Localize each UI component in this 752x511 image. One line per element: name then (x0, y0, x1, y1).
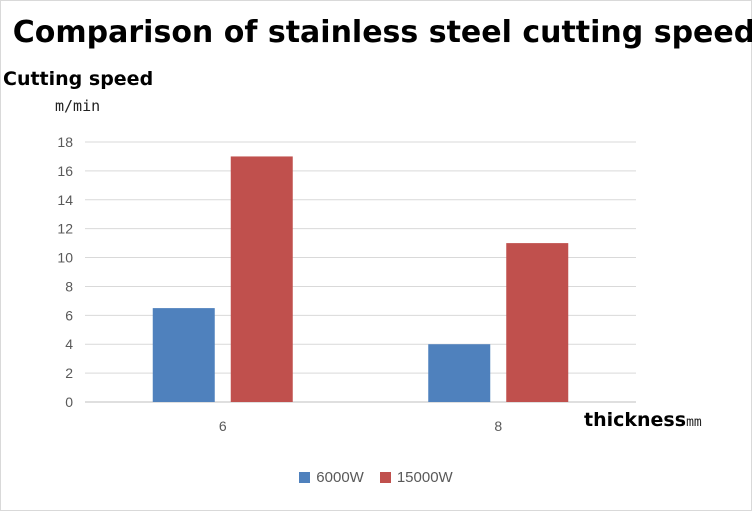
bar-6000w-6 (152, 308, 215, 402)
x-tick-label: 6 (219, 418, 227, 434)
legend-swatch-6000w (299, 472, 311, 483)
y-tick-label: 2 (65, 365, 73, 381)
y-tick-label: 16 (57, 163, 73, 179)
legend-item-15000w: 15000W (379, 469, 453, 486)
y-tick-label: 12 (57, 221, 73, 237)
x-axis-label-group: thicknessmm (584, 409, 702, 431)
y-tick-label: 10 (57, 250, 73, 266)
x-axis-label: thickness (584, 409, 687, 431)
bar-15000w-6 (230, 156, 293, 402)
bar-6000w-8 (428, 344, 491, 402)
y-tick-label: 6 (65, 307, 73, 323)
x-axis-unit: mm (686, 415, 702, 430)
y-tick-label: 14 (57, 192, 73, 208)
y-tick-label: 4 (65, 336, 73, 352)
y-tick-label: 8 (65, 278, 73, 294)
legend-swatch-15000w (379, 472, 391, 483)
y-tick-label: 18 (57, 134, 73, 150)
legend-label-15000w: 15000W (396, 469, 453, 486)
y-axis-label: Cutting speed (3, 68, 154, 90)
legend-item-6000w: 6000W (299, 469, 364, 486)
y-tick-label: 0 (65, 394, 73, 410)
legend-label-6000w: 6000W (316, 469, 364, 486)
legend: 6000W 15000W (1, 469, 751, 486)
chart-title: Comparison of stainless steel cutting sp… (12, 15, 752, 50)
y-axis-unit: m/min (55, 97, 101, 115)
bar-15000w-8 (506, 243, 569, 402)
x-tick-label: 8 (494, 418, 502, 434)
